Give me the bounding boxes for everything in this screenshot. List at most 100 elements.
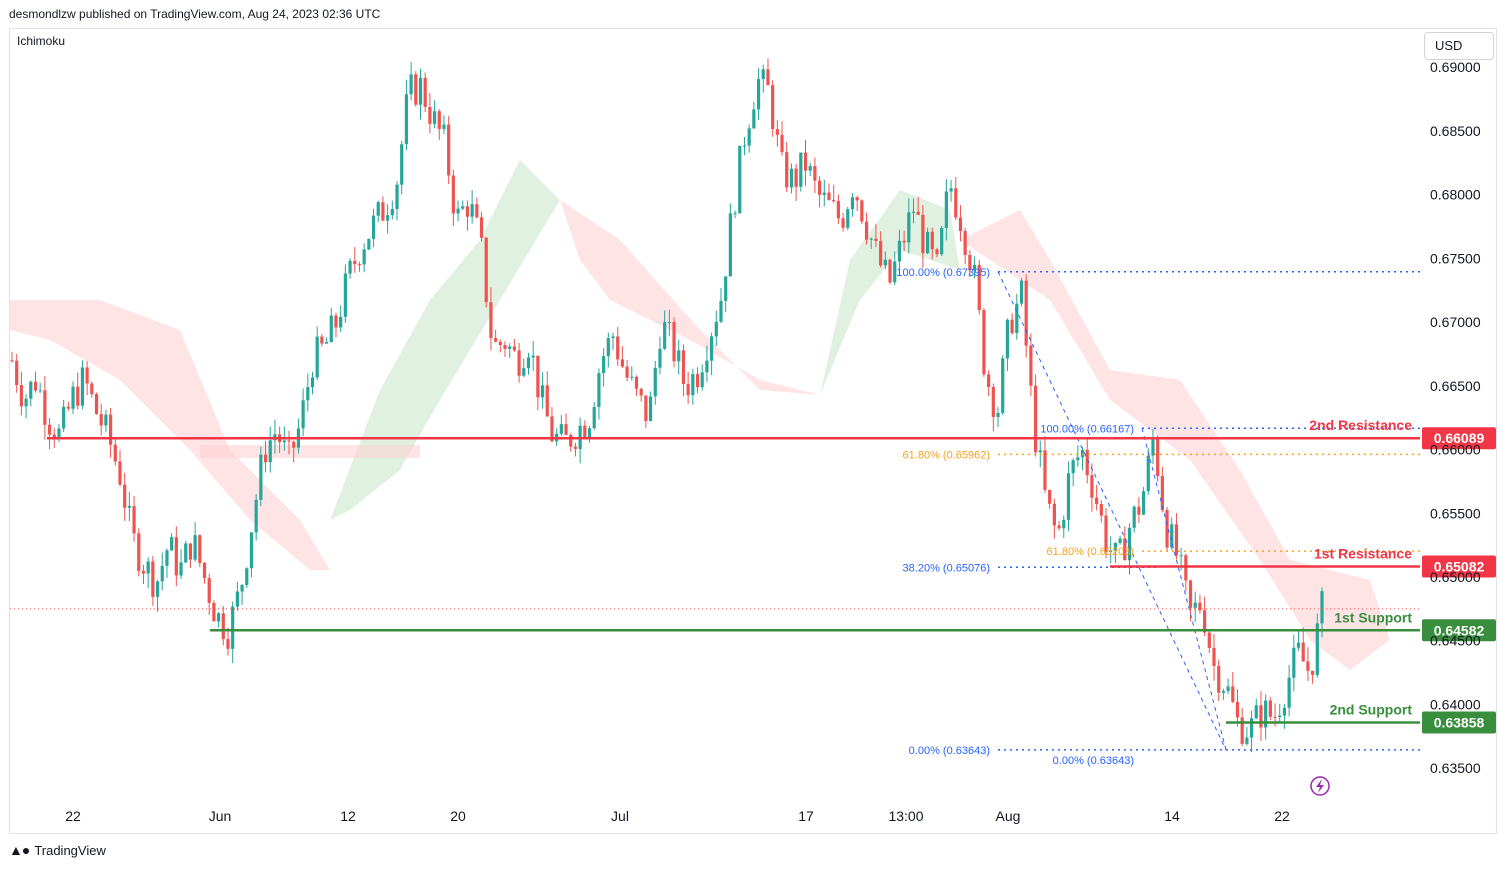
candle-body (137, 533, 141, 571)
candle-body (104, 414, 108, 426)
candle-body (1062, 519, 1066, 529)
candle-body (710, 336, 714, 361)
time-axis[interactable]: 22 Jun 12 20 Jul 17 13:00 Aug 14 22 (65, 808, 1290, 824)
candle-body (1057, 525, 1061, 529)
candle-body (47, 424, 52, 435)
time-tick-label: Aug (996, 808, 1021, 824)
candle-body (888, 259, 892, 283)
candle-body (1292, 647, 1296, 678)
candle-body (343, 273, 347, 317)
tradingview-brand[interactable]: ▲● TradingView (9, 842, 106, 858)
candle-body (686, 384, 690, 396)
fibonacci-retracements: 100.00% (0.67395) 61.80% (0.65962) 38.20% … (896, 267, 1420, 767)
candle-body (1160, 476, 1164, 511)
candle-body (719, 300, 723, 322)
price-tick-label: 0.66500 (1430, 378, 1481, 394)
candle-body (1235, 701, 1240, 718)
candle-body (1231, 686, 1235, 702)
candle-body (944, 191, 948, 229)
indicator-legend[interactable]: Ichimoku (17, 34, 66, 48)
candle-body (1311, 670, 1315, 675)
candle-body (775, 129, 779, 135)
candle-body (207, 578, 211, 603)
candle-body (1015, 303, 1019, 334)
candle-body (930, 231, 934, 250)
candle-body (940, 228, 944, 255)
candle-body (423, 77, 427, 108)
candle-body (146, 561, 150, 574)
candle-body (1043, 450, 1047, 490)
candle-body (531, 355, 535, 358)
candle-body (733, 213, 737, 215)
candle-body (282, 440, 286, 443)
candle-body (456, 208, 460, 214)
candle-body (151, 561, 155, 597)
candle-body (123, 484, 127, 508)
candle-body (1174, 524, 1179, 556)
candle-body (268, 440, 272, 463)
candle-body (648, 396, 653, 422)
price-tick-label: 0.66000 (1430, 442, 1481, 458)
candle-body (860, 200, 864, 222)
candle-body (235, 591, 239, 607)
candle-body (400, 144, 404, 185)
candle-body (371, 215, 376, 239)
level-price-tag: 0.63858 (1434, 715, 1485, 731)
candle-body (475, 204, 479, 218)
fib-label: 100.00% (0.67395) (896, 267, 990, 279)
candle-body (38, 390, 42, 392)
candle-body (846, 209, 850, 228)
candle-body (536, 355, 540, 398)
candle-body (958, 217, 963, 232)
fib-label: 61.80% (0.65203) (1047, 546, 1134, 558)
candle-body (869, 238, 873, 240)
candle-body (738, 145, 742, 214)
time-tick-label: 12 (340, 808, 356, 824)
candle-body (1249, 718, 1254, 738)
candle-body (19, 385, 23, 407)
candle-body (522, 368, 526, 376)
candle-body (592, 407, 596, 429)
candle-body (663, 322, 667, 349)
candle-body (987, 374, 991, 387)
level-price-tag-bg (1422, 427, 1496, 450)
candle-body (404, 94, 409, 145)
candle-body (386, 215, 390, 221)
candle-body (827, 192, 831, 201)
candle-body (677, 350, 681, 362)
candle-body (1301, 642, 1305, 662)
candle-body (132, 506, 136, 534)
candle-body (1207, 632, 1211, 648)
currency-button[interactable]: USD (1424, 32, 1494, 60)
candle-body (1113, 542, 1118, 551)
candle-body (447, 124, 451, 176)
price-axis[interactable]: 0.69000 0.68500 0.68000 0.67500 0.67000 0.665… (1430, 59, 1481, 776)
lightning-icon[interactable] (1310, 776, 1330, 796)
candle-body (306, 387, 310, 401)
candle-body (479, 217, 484, 238)
candle-body (240, 585, 244, 592)
cloud-patch-4 (960, 210, 1390, 670)
candle-body (897, 240, 902, 262)
candle-body (1099, 504, 1103, 516)
candle-body (76, 386, 80, 406)
candle-body (921, 214, 925, 254)
candle-body (667, 322, 671, 324)
level-label: 2nd Resistance (1309, 417, 1412, 433)
candle-body (1141, 491, 1146, 515)
candle-body (80, 367, 85, 406)
price-tick-label: 0.64500 (1430, 633, 1481, 649)
candle-body (935, 249, 939, 255)
candle-body (799, 152, 803, 187)
tradingview-logo-icon: ▲● (9, 842, 30, 858)
level-price-tag: 0.64582 (1434, 622, 1485, 638)
candle-body (10, 360, 14, 362)
price-tick-label: 0.67000 (1430, 314, 1481, 330)
candle-body (160, 565, 164, 582)
time-tick-label: 14 (1164, 808, 1180, 824)
candle-body (315, 336, 319, 378)
candle-body (1282, 707, 1287, 716)
cloud-patch-1 (330, 160, 560, 520)
candle-body (1118, 538, 1122, 543)
